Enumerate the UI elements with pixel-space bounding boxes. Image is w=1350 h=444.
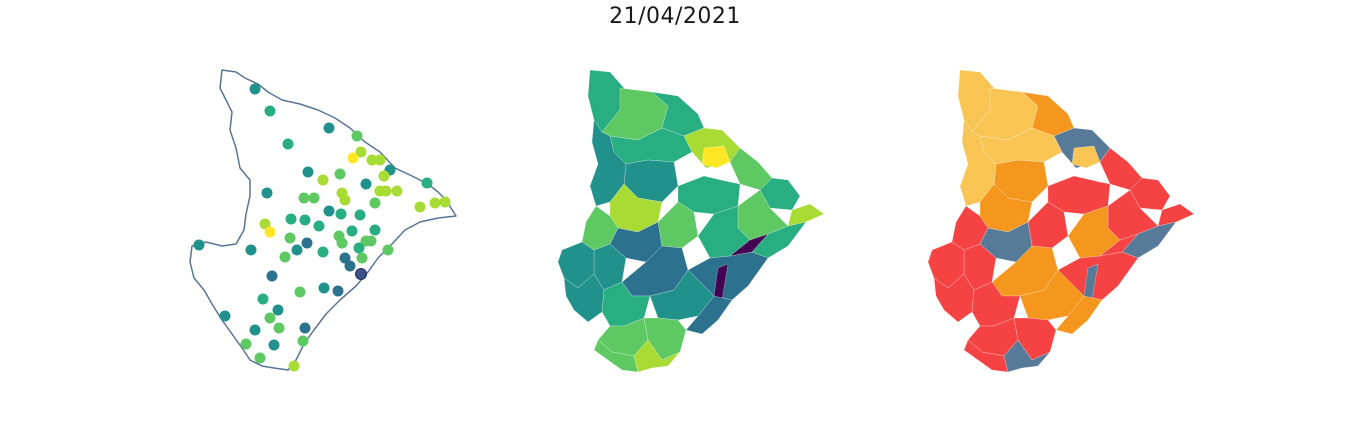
station-dot [335, 208, 347, 220]
municipality-polygons [927, 69, 1195, 373]
station-dot [323, 205, 335, 217]
station-dot [301, 237, 313, 249]
station-dot [374, 154, 386, 166]
station-dot [261, 187, 273, 199]
station-dot [323, 122, 335, 134]
station-dot [264, 312, 276, 324]
station-dot [266, 270, 278, 282]
municipality-polygon [1055, 295, 1103, 335]
municipality-polygon [633, 339, 681, 373]
station-dot [317, 246, 329, 258]
municipality-polygon [1157, 203, 1195, 227]
station-dot [360, 178, 372, 190]
station-dot [288, 360, 300, 372]
station-dot [240, 338, 252, 350]
station-dot [332, 285, 344, 297]
station-dot [285, 213, 297, 225]
station-dot [344, 260, 356, 272]
station-dot [353, 242, 365, 254]
station-dot [249, 324, 261, 336]
station-dot [299, 322, 311, 334]
municipality-polygon [701, 145, 731, 169]
station-dot [317, 174, 329, 186]
station-dot [298, 192, 310, 204]
station-dot [355, 146, 367, 158]
station-dot [254, 352, 266, 364]
station-dot [339, 194, 351, 206]
station-dot [414, 201, 426, 213]
station-dot [366, 154, 378, 166]
station-dot [382, 244, 394, 256]
station-dot [297, 335, 309, 347]
municipality-polygon [729, 233, 769, 257]
station-dot [391, 185, 403, 197]
station-dot [347, 152, 359, 164]
station-dot [318, 282, 330, 294]
station-dot [439, 196, 451, 208]
municipality-polygon [593, 339, 639, 373]
station-dot [282, 138, 294, 150]
station-dot [264, 105, 276, 117]
station-dot [351, 130, 363, 142]
municipality-polygon [1003, 339, 1051, 373]
station-dot [299, 214, 311, 226]
station-dot [245, 244, 257, 256]
station-dot [294, 286, 306, 298]
municipality-polygon [1099, 233, 1139, 257]
station-dot [429, 197, 441, 209]
station-dot [308, 192, 320, 204]
station-dot [302, 166, 314, 178]
page-title: 21/04/2021 [609, 4, 741, 29]
municipality-polygon [787, 203, 825, 227]
municipality-polygon [963, 339, 1009, 373]
station-dot [346, 225, 358, 237]
station-dot [336, 237, 348, 249]
station-dot [369, 224, 381, 236]
station-dot [355, 268, 367, 280]
station-dot [279, 251, 291, 263]
station-dot [356, 252, 368, 264]
station-dot [313, 220, 325, 232]
station-dot [291, 244, 303, 256]
station-dot [257, 293, 269, 305]
station-dot [193, 239, 205, 251]
station-dot [268, 339, 280, 351]
station-dot [365, 235, 377, 247]
station-dots [193, 83, 451, 372]
station-dot [249, 83, 261, 95]
municipality-polygons [557, 69, 825, 373]
station-dot [378, 170, 390, 182]
municipality-polygon [1071, 145, 1101, 169]
station-dot [369, 197, 381, 209]
station-dot [264, 226, 276, 238]
station-dot [354, 209, 366, 221]
station-dot [339, 252, 351, 264]
station-dot [334, 168, 346, 180]
station-dot [380, 185, 392, 197]
station-dot [272, 304, 284, 316]
municipality-polygon [685, 295, 733, 335]
station-dot [259, 218, 271, 230]
station-dot [421, 177, 433, 189]
state-outline [189, 69, 457, 371]
station-dot [273, 322, 285, 334]
station-dot [284, 232, 296, 244]
station-dot [219, 310, 231, 322]
